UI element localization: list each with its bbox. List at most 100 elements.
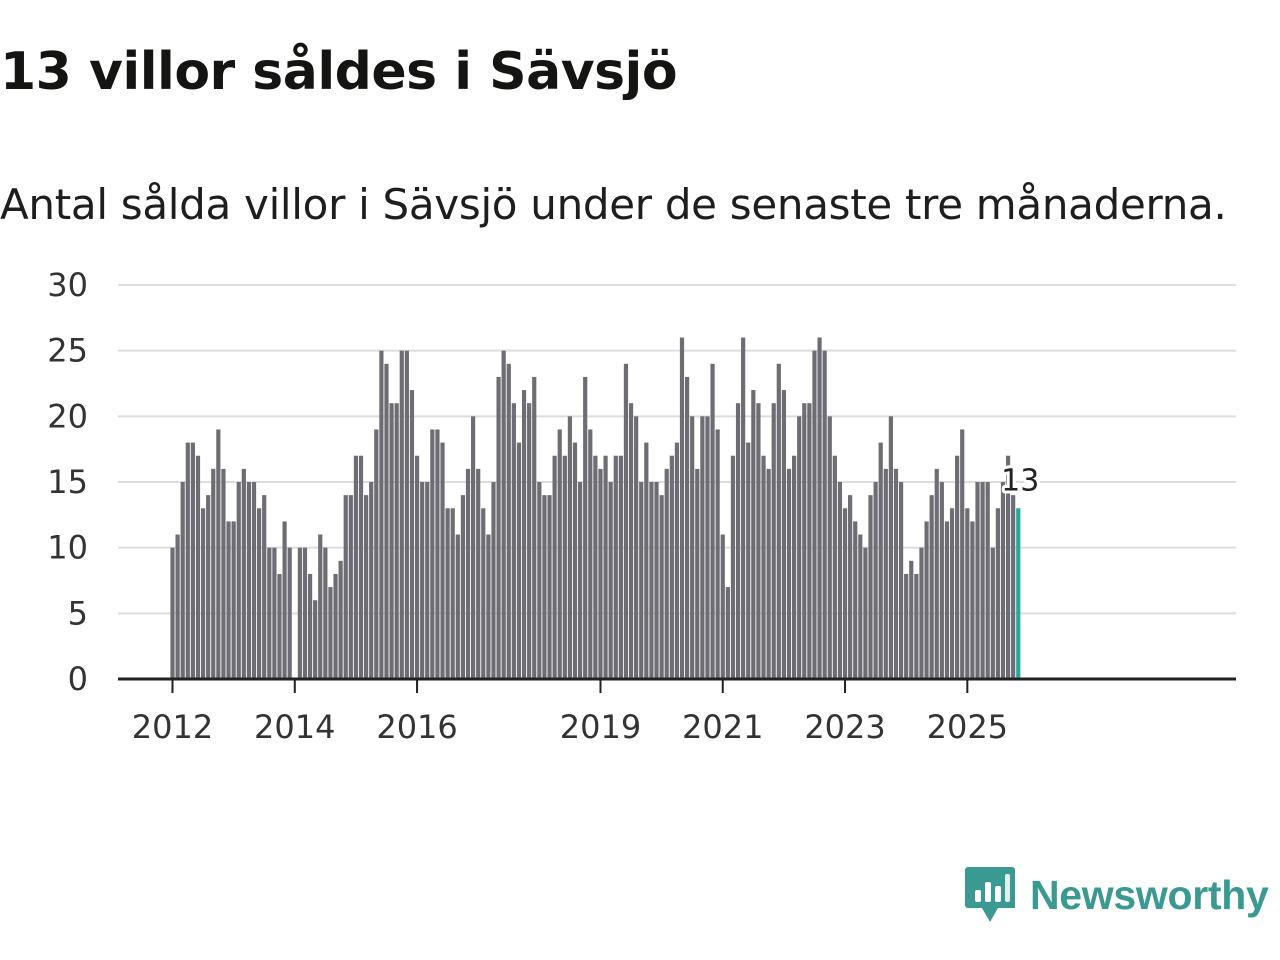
bar <box>496 376 501 679</box>
bar <box>883 468 888 679</box>
bar <box>287 547 292 679</box>
bar <box>949 508 955 679</box>
bar <box>735 403 741 679</box>
bar <box>282 521 287 679</box>
bar <box>832 455 837 679</box>
bar <box>842 508 848 679</box>
bar <box>929 495 934 679</box>
x-tick-label: 2025 <box>927 708 1008 746</box>
bar <box>761 455 766 679</box>
bar <box>634 416 639 679</box>
bar <box>644 442 649 679</box>
bar <box>1011 495 1016 679</box>
bar <box>471 416 476 679</box>
bar <box>578 482 583 679</box>
bar <box>547 495 552 679</box>
bar <box>776 363 781 679</box>
bar <box>873 482 878 679</box>
chart-subtitle: Antal sålda villor i Sävsjö under de sen… <box>0 180 1227 229</box>
bar <box>486 534 491 679</box>
bar <box>924 521 929 679</box>
y-tick-label: 5 <box>68 594 88 632</box>
bar <box>420 482 425 679</box>
bar <box>506 363 511 679</box>
bar <box>914 573 919 679</box>
bar <box>348 495 353 679</box>
bar <box>603 455 608 679</box>
bar <box>990 547 995 679</box>
bar <box>659 495 664 679</box>
bar <box>730 455 736 679</box>
bar <box>257 508 262 679</box>
bar <box>623 363 629 679</box>
bar-highlight <box>1016 508 1021 679</box>
bar <box>878 442 883 679</box>
bar <box>827 416 832 679</box>
bar <box>613 455 618 679</box>
bar <box>812 350 817 679</box>
bar <box>572 442 578 679</box>
bar <box>455 534 460 679</box>
x-tick-label: 2014 <box>254 708 335 746</box>
x-tick-label: 2012 <box>132 708 213 746</box>
bar <box>389 403 394 679</box>
bar <box>262 495 267 679</box>
bar <box>338 560 343 679</box>
bar <box>608 482 613 679</box>
bar <box>939 482 944 679</box>
bar <box>414 455 420 679</box>
bar <box>639 482 644 679</box>
newsworthy-logo-icon <box>965 867 1015 922</box>
bar <box>685 376 690 679</box>
bar <box>175 534 180 679</box>
bar <box>542 495 547 679</box>
bar <box>206 495 211 679</box>
bar <box>491 482 496 679</box>
bar <box>898 482 904 679</box>
bar <box>975 482 980 679</box>
bar <box>364 495 369 679</box>
bar <box>435 429 440 679</box>
bar <box>618 455 623 679</box>
bar <box>328 587 333 679</box>
bar <box>211 468 216 679</box>
bar <box>404 350 409 679</box>
bar <box>1005 455 1011 679</box>
bar <box>766 468 771 679</box>
bars <box>170 337 1021 679</box>
y-tick-label: 10 <box>47 529 88 567</box>
bar <box>409 390 415 679</box>
bar <box>343 495 348 679</box>
chart-title: 13 villor såldes i Sävsjö <box>0 42 678 102</box>
bar <box>221 468 226 679</box>
bar <box>786 468 792 679</box>
bar <box>511 403 516 679</box>
brand-logo: Newsworthy <box>964 864 1269 926</box>
bar <box>465 468 471 679</box>
bar <box>965 508 970 679</box>
bar <box>1000 482 1006 679</box>
bar <box>302 547 308 679</box>
y-tick-label: 15 <box>47 463 88 501</box>
bar <box>837 482 843 679</box>
bar <box>888 416 893 679</box>
bar <box>771 403 776 679</box>
bar <box>649 482 654 679</box>
bar <box>562 455 567 679</box>
bar <box>868 495 873 679</box>
bar <box>664 468 669 679</box>
x-tick-label: 2016 <box>376 708 457 746</box>
bar <box>756 403 761 679</box>
y-tick-label: 25 <box>47 332 88 370</box>
bar <box>817 337 822 679</box>
bar <box>272 547 277 679</box>
bar <box>710 363 715 679</box>
bar <box>185 442 190 679</box>
bar <box>476 468 481 679</box>
bar <box>369 482 374 679</box>
bar <box>231 521 236 679</box>
bar <box>674 442 679 679</box>
bar <box>323 547 328 679</box>
bar <box>277 573 282 679</box>
